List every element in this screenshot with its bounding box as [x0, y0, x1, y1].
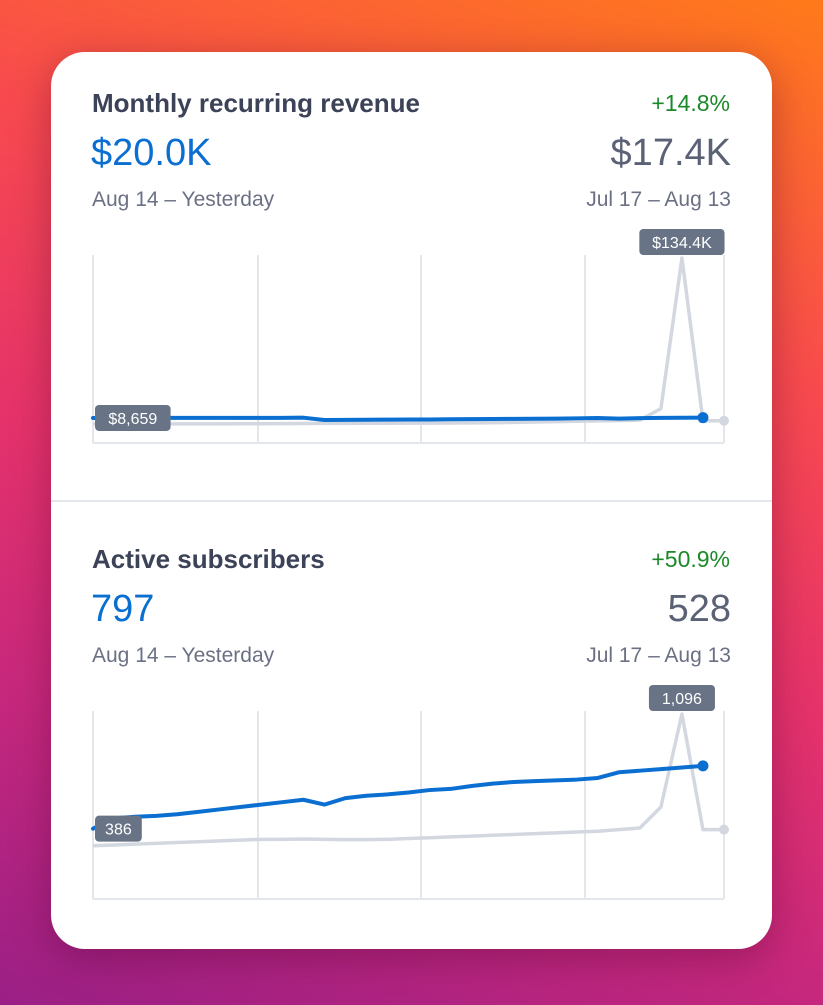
current-date-range: Aug 14 – Yesterday — [92, 188, 275, 211]
tag-label: 1,096 — [662, 691, 702, 708]
mrr-line-chart[interactable]: $8,659 $134.4K — [51, 52, 772, 500]
previous-period-line — [92, 712, 724, 848]
previous-date-range: Jul 17 – Aug 13 — [586, 644, 731, 667]
start-value-tag: 386 — [95, 815, 142, 842]
percent-change: +14.8% — [651, 90, 730, 116]
subscribers-metric[interactable]: Active subscribers +50.9% 797 528 Aug 14… — [51, 508, 772, 949]
tag-label: $8,659 — [108, 411, 157, 428]
tag-background — [95, 815, 142, 842]
previous-date-range: Jul 17 – Aug 13 — [586, 188, 731, 211]
tag-label: 386 — [105, 822, 132, 839]
metrics-card: Monthly recurring revenue +14.8% $20.0K … — [51, 52, 772, 949]
tag-background — [639, 229, 725, 255]
previous-period-end-dot — [719, 824, 729, 835]
metric-title: Active subscribers — [92, 544, 325, 574]
section-divider — [51, 500, 772, 502]
current-value: 797 — [91, 588, 155, 630]
start-value-tag: $8,659 — [95, 404, 171, 431]
current-period-line — [91, 763, 705, 831]
current-period-end-dot — [697, 412, 709, 424]
tag-background — [648, 685, 715, 711]
peak-value-tag: 1,096 — [648, 685, 715, 711]
previous-value: $17.4K — [610, 132, 731, 174]
tag-background — [95, 404, 171, 431]
percent-change: +50.9% — [651, 546, 730, 572]
current-value: $20.0K — [91, 132, 212, 174]
peak-value-tag: $134.4K — [639, 229, 725, 255]
previous-value: 528 — [667, 588, 731, 630]
current-date-range: Aug 14 – Yesterday — [92, 644, 275, 667]
tag-label: $134.4K — [652, 235, 712, 252]
previous-period-line — [93, 256, 724, 426]
mrr-metric[interactable]: Monthly recurring revenue +14.8% $20.0K … — [51, 52, 772, 500]
previous-period-end-dot — [719, 415, 729, 426]
current-period-end-dot — [697, 760, 709, 772]
subscribers-line-chart[interactable]: 386 1,096 — [51, 508, 772, 949]
metric-title: Monthly recurring revenue — [92, 88, 420, 118]
current-period-line — [91, 415, 705, 422]
